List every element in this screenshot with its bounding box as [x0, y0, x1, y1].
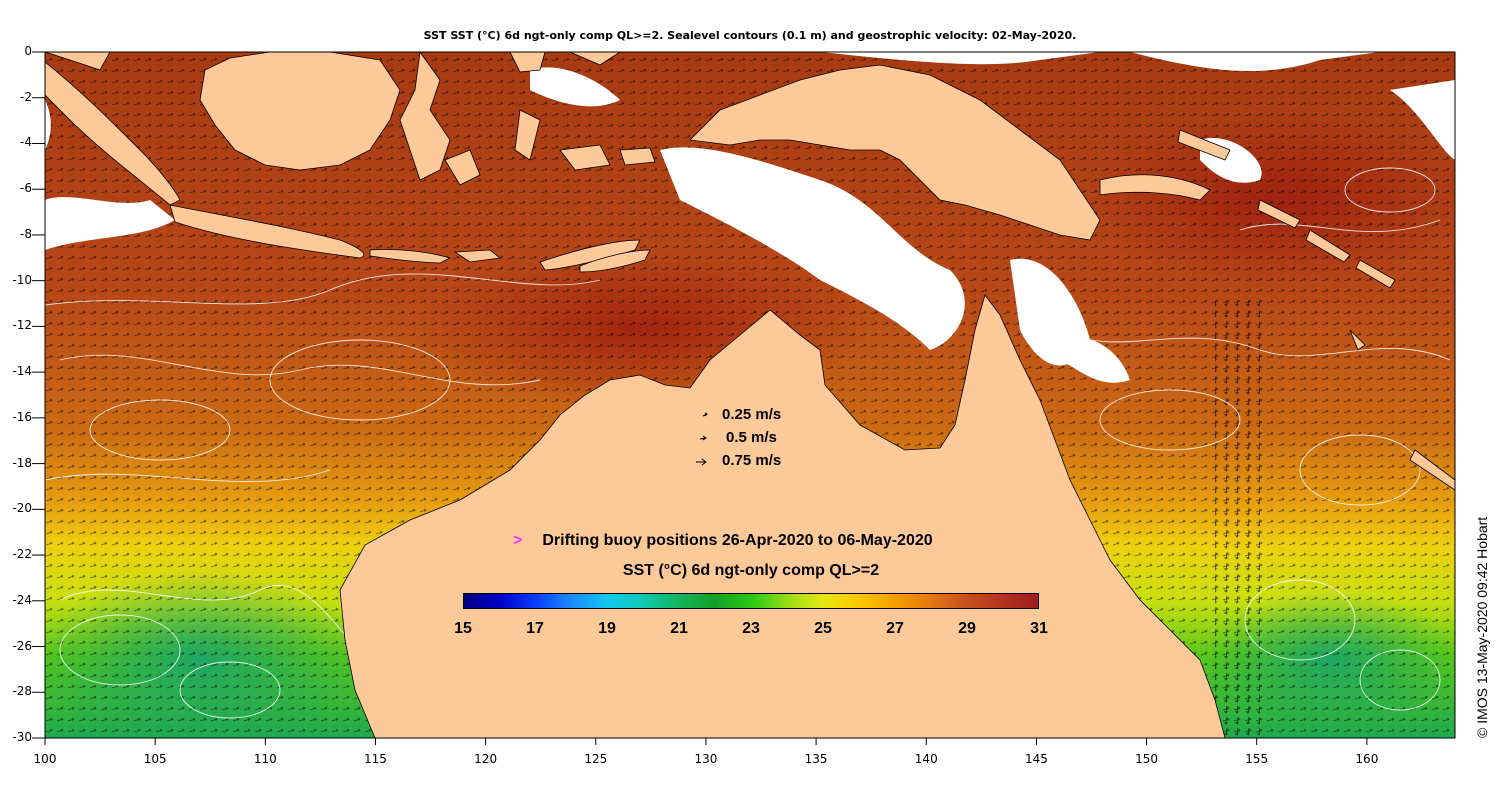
- y-tick-label: -2: [20, 89, 32, 104]
- x-tick-label: 125: [584, 752, 608, 766]
- velocity-legend-label-1: 0.25 m/s: [722, 406, 782, 423]
- buoy-legend-label: Drifting buoy positions 26-Apr-2020 to 0…: [542, 532, 933, 549]
- colorbar-tick-label: 17: [526, 620, 544, 637]
- velocity-legend-label-2: 0.5 m/s: [726, 429, 777, 446]
- sumatra-landmass: [45, 61, 181, 206]
- colorbar-tick-label: 29: [958, 620, 976, 637]
- map-frame: [44, 51, 1456, 739]
- australia-landmass: [339, 294, 1226, 738]
- colorbar-tick-label: 31: [1030, 620, 1048, 637]
- buoy-marker-icon: >: [513, 532, 523, 549]
- colorbar-tick-label: 19: [598, 620, 616, 637]
- velocity-legend-arrows: [696, 412, 708, 466]
- colorbar-tick-label: 23: [742, 620, 760, 637]
- velocity-legend-label-3: 0.75 m/s: [722, 452, 782, 469]
- map-plot-area: [45, 52, 1455, 738]
- axis-ticks: [32, 51, 1368, 745]
- y-tick-label: -16: [12, 409, 32, 424]
- x-tick-label: 135: [804, 752, 828, 766]
- y-tick-label: -26: [12, 638, 32, 653]
- x-tick-label: 150: [1135, 752, 1159, 766]
- y-tick-label: -12: [12, 318, 32, 333]
- y-tick-label: 0: [24, 44, 32, 58]
- y-tick-label: -18: [12, 455, 32, 470]
- x-tick-label: 120: [474, 752, 498, 766]
- y-tick-label: -28: [12, 684, 32, 699]
- y-tick-label: -4: [20, 135, 32, 150]
- y-tick-label: -20: [12, 501, 32, 516]
- y-tick-label: -30: [12, 730, 32, 744]
- x-tick-label: 105: [143, 752, 167, 766]
- y-tick-label: -10: [12, 272, 32, 287]
- new-guinea-landmass: [689, 64, 1101, 241]
- cloud-mask: [45, 52, 1455, 383]
- y-tick-label: -24: [12, 592, 32, 607]
- colorbar-title: SST (°C) 6d ngt-only comp QL>=2: [622, 562, 880, 579]
- colorbar-tick-label: 25: [814, 620, 832, 637]
- x-tick-label: 145: [1024, 752, 1048, 766]
- y-tick-label: -8: [20, 226, 32, 241]
- x-tick-label: 100: [33, 752, 57, 766]
- x-tick-label: 130: [694, 752, 718, 766]
- java-landmass: [169, 204, 365, 259]
- y-tick-label: -22: [12, 547, 32, 562]
- sulawesi-landmass: [399, 52, 451, 181]
- borneo-landmass: [199, 52, 401, 171]
- colorbar: [463, 593, 1039, 609]
- credit-text: © IMOS 13-May-2020 09:42 Hobart: [1474, 516, 1490, 738]
- colorbar-tick-label: 27: [886, 620, 904, 637]
- y-tick-label: -6: [20, 181, 32, 196]
- sealevel-contours: [45, 167, 1451, 719]
- land: [45, 52, 1455, 738]
- x-tick-label: 110: [253, 752, 277, 766]
- colorbar-tick-label: 21: [670, 620, 688, 637]
- x-tick-label: 155: [1245, 752, 1269, 766]
- x-tick-label: 115: [364, 752, 387, 766]
- buoy-legend: > Drifting buoy positions 26-Apr-2020 to …: [513, 532, 933, 550]
- map-title: SST SST (°C) 6d ngt-only comp QL>=2. Sea…: [423, 29, 1077, 42]
- colorbar-tick-label: 15: [454, 620, 472, 637]
- x-tick-label: 160: [1355, 752, 1379, 766]
- y-tick-label: -14: [12, 364, 32, 379]
- x-tick-label: 140: [914, 752, 938, 766]
